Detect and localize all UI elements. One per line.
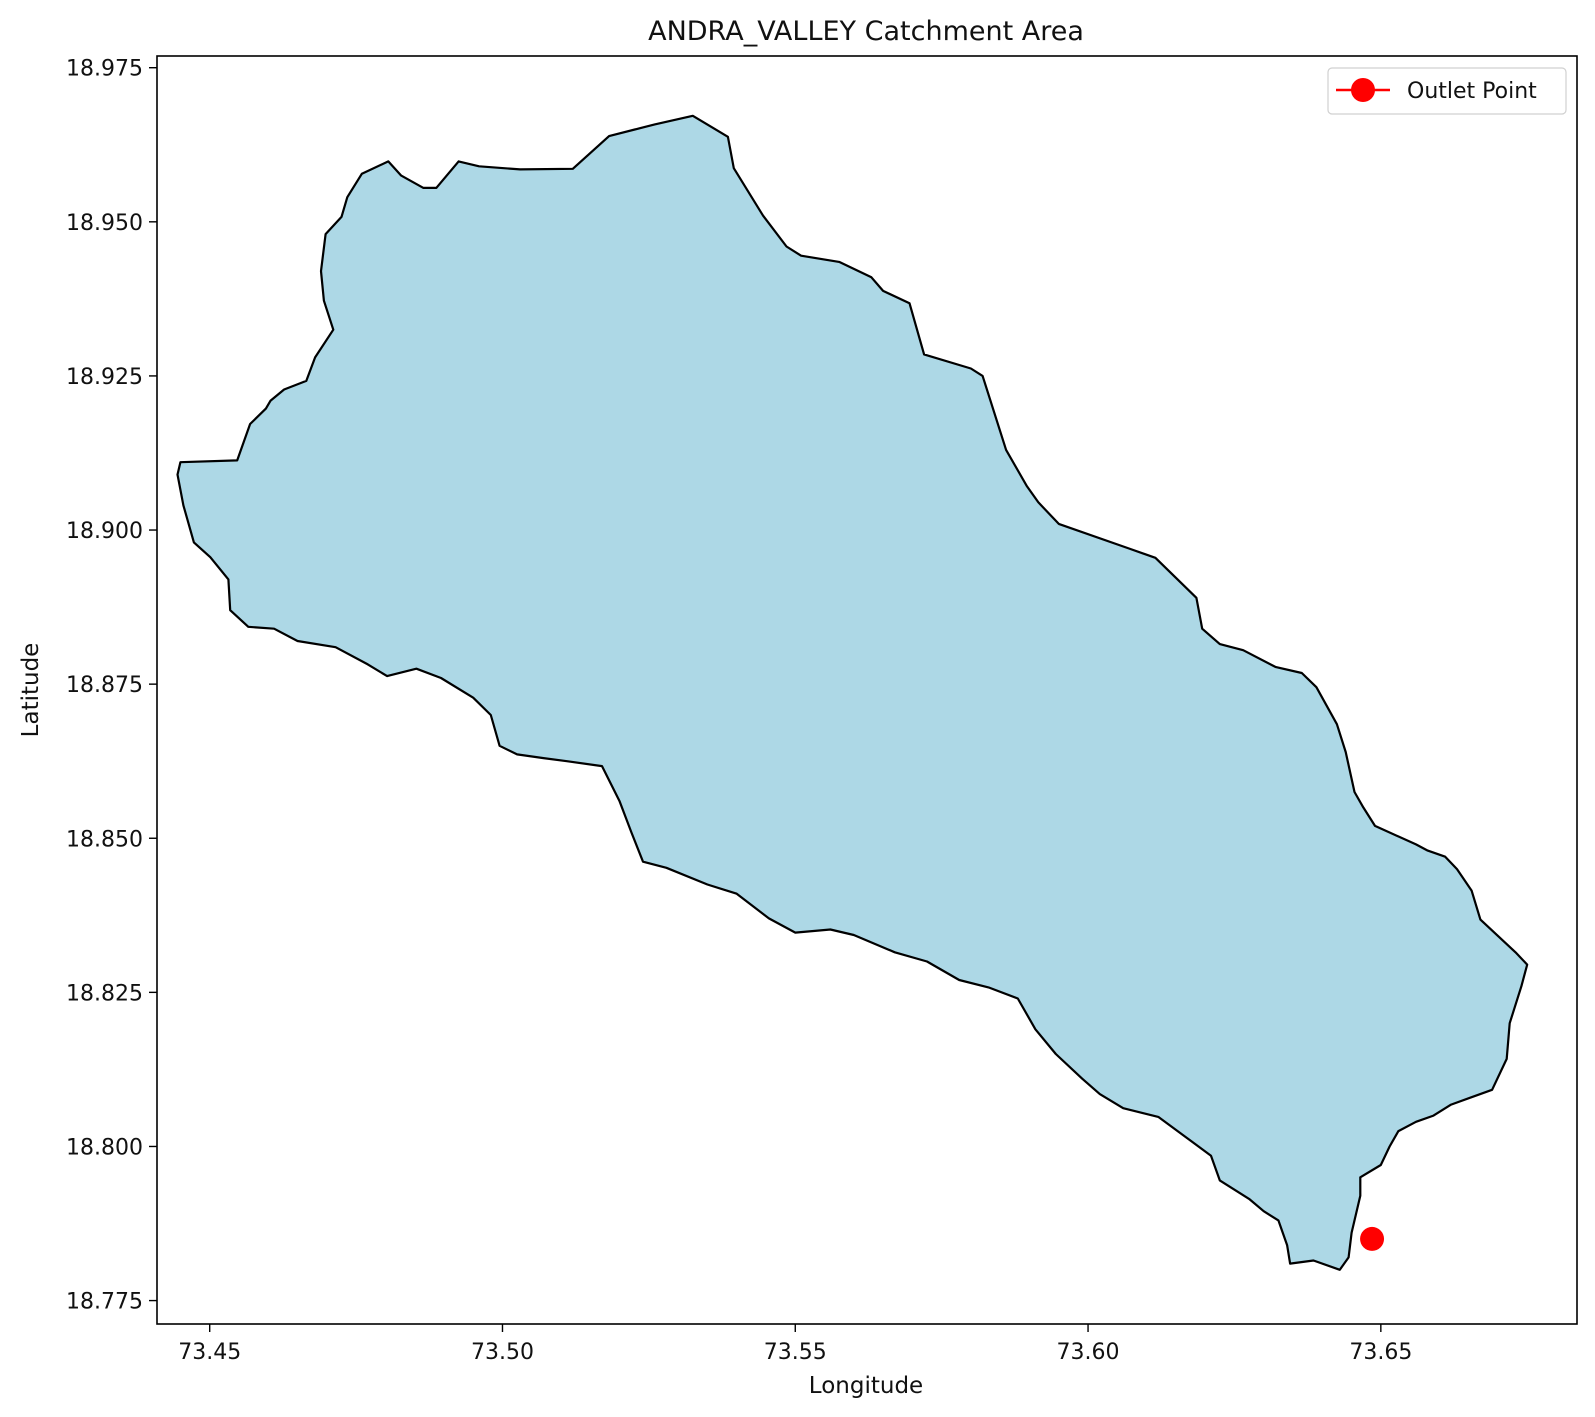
outlet-point-marker	[1360, 1226, 1385, 1251]
legend-outlet-label: Outlet Point	[1407, 79, 1537, 104]
y-axis-ticks: 18.775 18.800 18.825 18.850 18.875 18.900 18.9…	[66, 57, 157, 1315]
x-axis-ticks: 73.45 73.50 73.55 73.60 73.65	[178, 1324, 1412, 1365]
axes-frame	[156, 55, 1578, 1325]
legend: Outlet Point	[1327, 67, 1567, 115]
y-tick-label: 18.950	[66, 211, 143, 236]
x-tick-label: 73.55	[764, 1340, 827, 1365]
x-tick-label: 73.65	[1349, 1340, 1412, 1365]
plot-area	[176, 114, 1529, 1271]
chart-title: ANDRA_VALLEY Catchment Area	[648, 16, 1084, 47]
x-axis-label: Longitude	[809, 1373, 923, 1399]
x-tick-label: 73.45	[178, 1340, 241, 1365]
y-tick-label: 18.850	[66, 827, 143, 852]
y-tick-label: 18.925	[66, 365, 143, 390]
outlet-layer	[1360, 1226, 1385, 1251]
legend-outlet-marker	[1351, 78, 1375, 102]
legend-box	[1327, 67, 1567, 115]
y-tick-label: 18.825	[66, 981, 143, 1006]
x-tick-label: 73.60	[1057, 1340, 1120, 1365]
y-tick-label: 18.875	[66, 673, 143, 698]
x-tick-label: 73.50	[471, 1340, 534, 1365]
catchment-polygon	[176, 114, 1529, 1271]
y-tick-label: 18.900	[66, 519, 143, 544]
y-axis-label: Latitude	[18, 643, 44, 738]
y-tick-label: 18.800	[66, 1135, 143, 1160]
y-tick-label: 18.775	[66, 1290, 143, 1315]
y-tick-label: 18.975	[66, 57, 143, 82]
